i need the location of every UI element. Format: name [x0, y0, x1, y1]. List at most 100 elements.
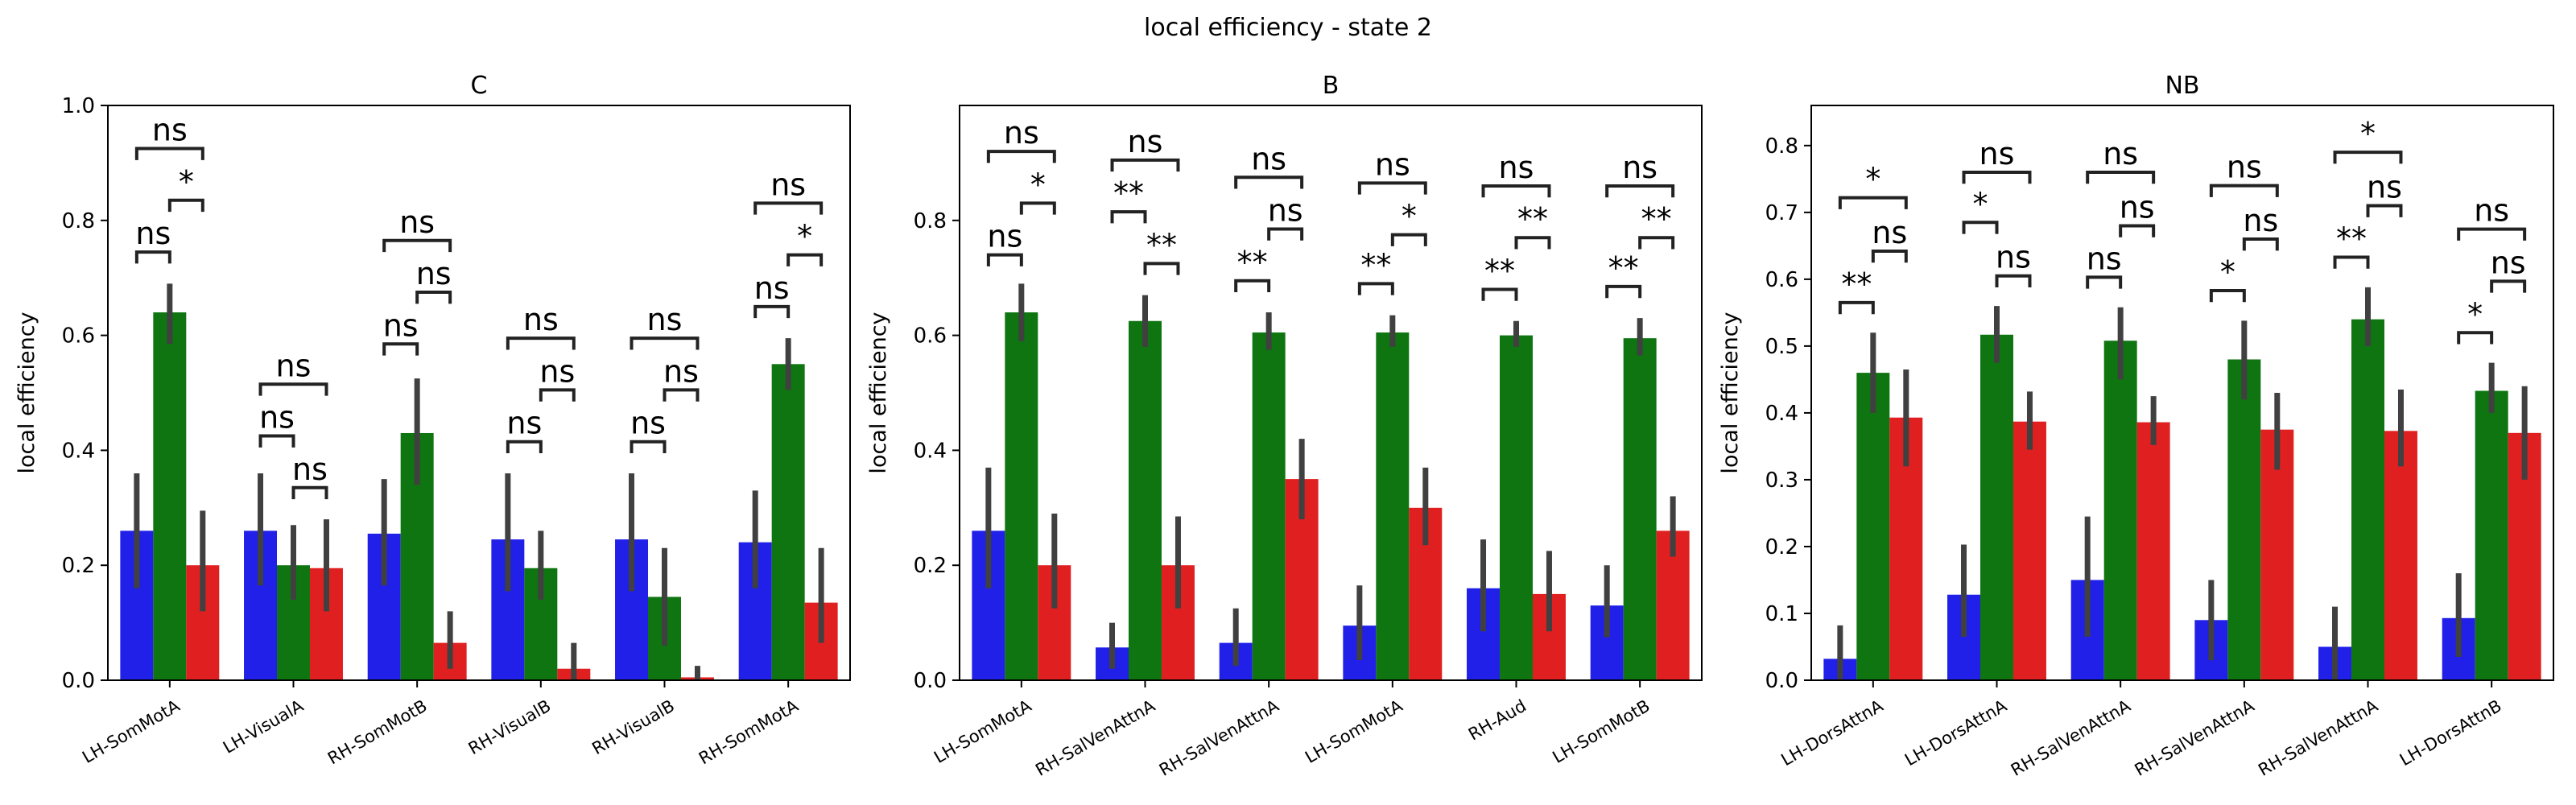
y-tick-label: 0.8 — [1765, 134, 1798, 159]
significance-label: ** — [1113, 175, 1144, 211]
significance-bracket — [2457, 227, 2527, 241]
significance-label: ns — [647, 302, 683, 337]
significance-bracket — [1838, 196, 1908, 209]
significance-label: ns — [1375, 147, 1410, 182]
x-tick-label: LH-SomMotA — [79, 696, 184, 767]
y-tick-label: 0.0 — [1765, 669, 1798, 693]
significance-bracket — [258, 434, 295, 448]
significance-bracket — [1962, 221, 1999, 234]
significance-label: ns — [506, 406, 542, 441]
significance-label: * — [1030, 167, 1046, 202]
y-tick-label: 0.6 — [914, 324, 947, 349]
significance-label: * — [2467, 296, 2483, 332]
significance-label: ns — [416, 256, 452, 291]
significance-label: ns — [399, 204, 435, 240]
significance-bracket — [1514, 236, 1551, 250]
bar — [1252, 332, 1286, 680]
x-tick-label: LH-SomMotA — [1302, 696, 1406, 767]
significance-label: * — [797, 219, 812, 254]
significance-label: ** — [1484, 253, 1515, 288]
axes-frame — [959, 105, 1703, 681]
x-tick-label: LH-DorsAttnA — [1778, 696, 1887, 770]
significance-label: ** — [2336, 221, 2367, 256]
significance-label: * — [179, 164, 194, 200]
significance-label: ** — [1608, 250, 1639, 286]
bar — [2260, 429, 2294, 680]
x-tick-label: LH-SomMotA — [931, 696, 1035, 767]
panel-title: B — [1323, 72, 1340, 100]
x-tick-label: RH-SomMotB — [324, 696, 431, 769]
significance-label: * — [1865, 162, 1880, 197]
significance-bracket — [134, 147, 204, 160]
bar — [2475, 390, 2508, 680]
y-tick-label: 0.4 — [1765, 402, 1798, 426]
significance-bracket — [1605, 184, 1675, 198]
significance-label: ns — [2367, 170, 2402, 205]
x-tick-label: RH-SalVenAttnA — [1032, 696, 1158, 780]
significance-bracket — [291, 485, 328, 500]
significance-label: ns — [1996, 240, 2031, 275]
significance-bracket — [630, 440, 667, 453]
significance-label: ** — [1237, 245, 1268, 280]
x-tick-label: RH-VisualB — [588, 696, 678, 759]
x-tick-label: LH-DorsAttnA — [1901, 696, 2010, 770]
significance-label: ns — [2087, 241, 2122, 276]
significance-label: ns — [630, 406, 666, 441]
significance-bracket — [2242, 237, 2279, 251]
significance-label: ns — [2243, 203, 2278, 238]
x-tick-label: RH-VisualB — [465, 696, 555, 759]
bar — [153, 312, 187, 680]
significance-bracket — [1234, 175, 1304, 189]
significance-bracket — [1838, 300, 1875, 315]
bar — [1856, 373, 1890, 680]
significance-label: ns — [1268, 193, 1303, 229]
significance-label: ns — [1251, 141, 1286, 176]
bar — [2227, 359, 2261, 680]
significance-bracket — [258, 382, 328, 396]
bar — [2136, 422, 2170, 680]
chart-panel-1: 0.00.20.40.60.8LH-SomMotARH-SalVenAttnAR… — [866, 72, 1703, 780]
significance-bracket — [986, 253, 1023, 266]
x-tick-label: RH-SalVenAttnA — [2132, 696, 2258, 780]
y-tick-label: 0.4 — [62, 439, 95, 463]
significance-label: ns — [1872, 215, 1907, 250]
y-tick-label: 0.6 — [1765, 268, 1798, 292]
y-tick-label: 0.8 — [62, 209, 95, 233]
y-tick-label: 0.2 — [1765, 535, 1798, 559]
significance-bracket — [2457, 331, 2494, 345]
bar — [1500, 335, 1533, 680]
significance-label: ns — [2120, 189, 2155, 225]
significance-label: ns — [2474, 193, 2509, 229]
significance-label: ns — [754, 270, 790, 306]
significance-label: ns — [383, 308, 419, 343]
significance-label: ns — [770, 167, 806, 202]
y-axis-label: local efficiency — [866, 312, 891, 473]
significance-bracket — [2209, 288, 2246, 303]
significance-bracket — [1995, 274, 2032, 287]
significance-label: ns — [152, 113, 188, 148]
significance-bracket — [2209, 184, 2279, 197]
x-tick-label: RH-SalVenAttnA — [2255, 696, 2381, 780]
x-tick-label: RH-Aud — [1465, 696, 1530, 745]
significance-bracket — [167, 198, 204, 213]
bar — [2013, 421, 2046, 680]
y-tick-label: 0.0 — [914, 669, 947, 693]
significance-label: ns — [2103, 136, 2138, 171]
panel-title: C — [471, 72, 488, 100]
significance-bracket — [1390, 233, 1427, 246]
significance-label: ns — [539, 353, 575, 389]
significance-label: ns — [2227, 150, 2262, 185]
chart-panel-2: 0.00.10.20.30.40.50.60.70.8LH-DorsAttnA L… — [1718, 72, 2554, 780]
significance-bracket — [1481, 184, 1551, 198]
x-tick-label: RH-SomMotA — [696, 696, 802, 768]
bar — [2103, 341, 2137, 680]
bar — [2351, 319, 2384, 680]
bar — [1980, 334, 2013, 680]
significance-label: ns — [1979, 136, 2015, 171]
significance-label: ns — [1622, 150, 1657, 185]
significance-label: ns — [987, 219, 1022, 254]
bar — [1376, 332, 1410, 680]
significance-bracket — [2119, 224, 2156, 237]
panel-title: NB — [2165, 72, 2199, 100]
y-axis-label: local efficiency — [1718, 312, 1743, 473]
